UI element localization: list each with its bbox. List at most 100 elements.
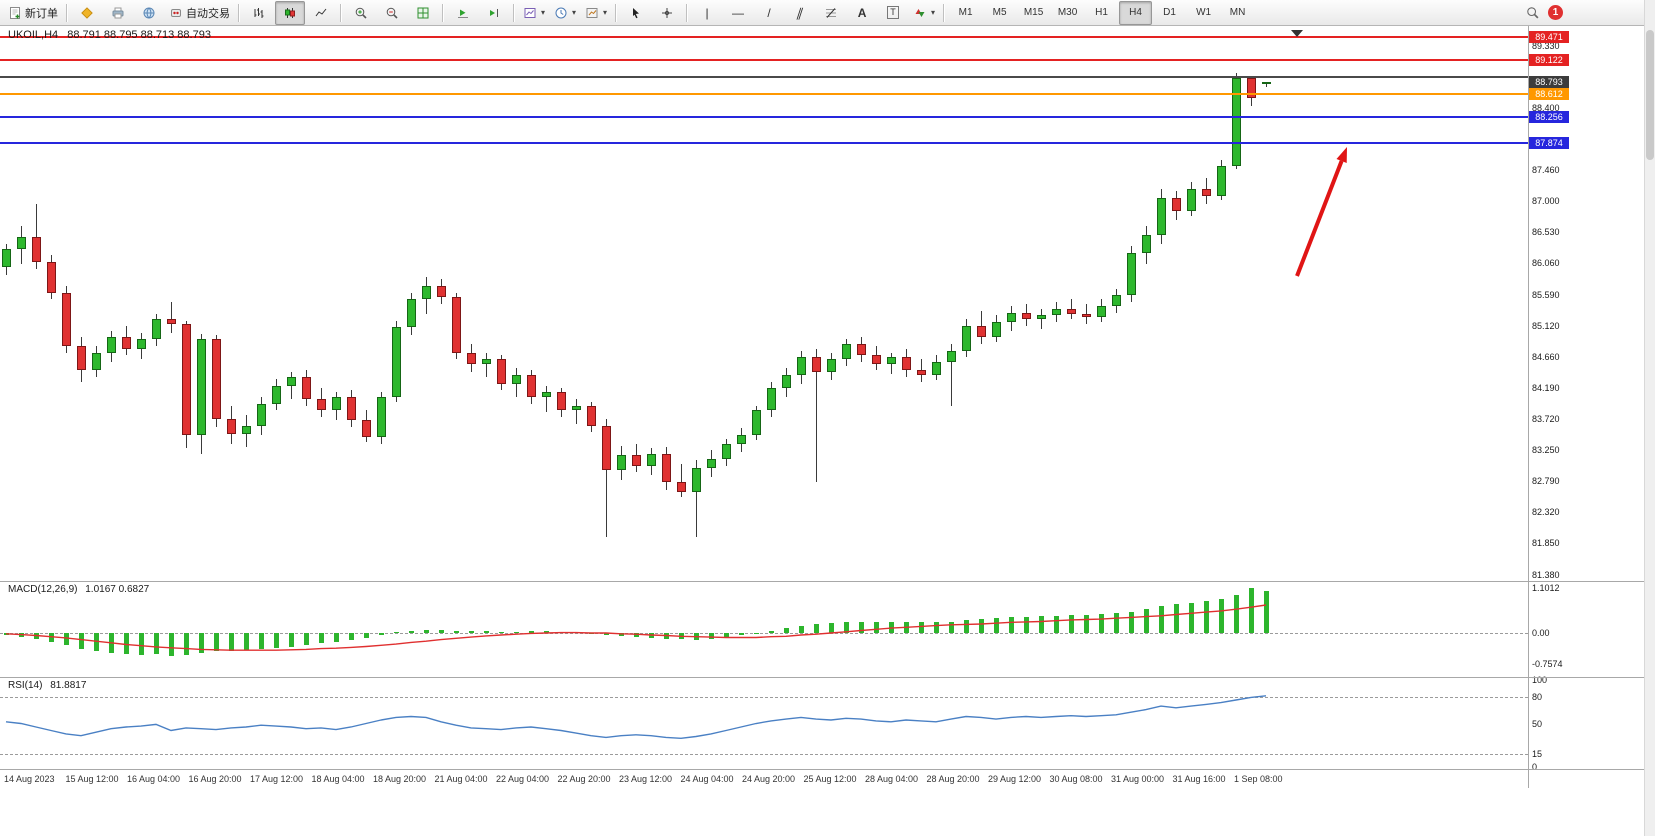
fibonacci-button[interactable] xyxy=(816,1,846,25)
candle-body xyxy=(47,262,56,293)
timeframe-button-m5[interactable]: M5 xyxy=(992,7,1007,18)
timeframe-button-h4[interactable]: H4 xyxy=(1119,0,1153,25)
chevron-down-icon: ▾ xyxy=(572,8,577,17)
horizontal-line-button[interactable]: — xyxy=(732,5,745,20)
macd-histogram-bar xyxy=(4,633,9,636)
equidistant-channel-button[interactable]: ∥ xyxy=(794,5,806,20)
chart-shift-marker[interactable] xyxy=(1291,30,1303,37)
horizontal-line[interactable] xyxy=(0,58,1528,61)
panel-separator-rsi[interactable] xyxy=(0,677,1655,678)
notifications-badge[interactable]: 1 xyxy=(1548,5,1563,20)
timeframe-button-m30[interactable]: M30 xyxy=(1057,7,1078,18)
macd-histogram-bar xyxy=(979,619,984,633)
macd-histogram-bar xyxy=(1069,615,1074,633)
horizontal-line[interactable] xyxy=(0,35,1528,38)
macd-histogram-bar xyxy=(829,623,834,633)
crosshair-button[interactable] xyxy=(652,1,682,25)
candle-body xyxy=(512,375,521,384)
period-button[interactable]: ▾ xyxy=(550,1,580,25)
search-icon xyxy=(1526,7,1538,19)
zoom-in-button[interactable] xyxy=(346,1,376,25)
macd-histogram-bar xyxy=(574,632,579,634)
candle-body xyxy=(2,248,11,268)
candle-body xyxy=(1067,308,1076,314)
zoom-out-button[interactable] xyxy=(377,1,407,25)
metaeditor-button[interactable] xyxy=(72,1,102,25)
candle-body xyxy=(677,481,686,493)
chevron-down-icon: ▾ xyxy=(931,8,936,17)
price-tag: 87.874 xyxy=(1529,136,1569,149)
timeframe-button-w1[interactable]: W1 xyxy=(1196,7,1212,18)
auto-scroll-button[interactable] xyxy=(448,1,478,25)
candle-body xyxy=(62,292,71,346)
arrows-button[interactable]: ▾ xyxy=(909,1,939,25)
time-axis-label: 31 Aug 00:00 xyxy=(1111,774,1165,784)
macd-histogram-bar xyxy=(1234,595,1239,633)
macd-histogram-bar xyxy=(1219,598,1224,633)
candle-body xyxy=(587,405,596,426)
candle-body xyxy=(437,286,446,298)
candle-body xyxy=(122,337,131,349)
timeframe-button-h1[interactable]: H1 xyxy=(1095,7,1108,18)
autotrading-button[interactable]: 自动交易 xyxy=(165,1,234,25)
macd-histogram-bar xyxy=(1249,587,1254,633)
chart-shift-button[interactable] xyxy=(479,1,509,25)
horizontal-line[interactable] xyxy=(0,141,1528,144)
rsi-axis-label: 0 xyxy=(1532,762,1538,772)
bar-chart-button[interactable] xyxy=(244,1,274,25)
candle-body xyxy=(1217,166,1226,196)
timeframe-button-m1[interactable]: M1 xyxy=(958,7,973,18)
time-axis-label: 28 Aug 20:00 xyxy=(926,774,980,784)
tile-windows-button[interactable] xyxy=(408,1,438,25)
clock-icon xyxy=(555,7,567,18)
horizontal-line[interactable] xyxy=(0,76,1528,79)
search-button[interactable] xyxy=(1517,1,1547,25)
trendline-button[interactable]: / xyxy=(767,5,771,20)
scrollbar-thumb[interactable] xyxy=(1646,30,1654,160)
candle-body xyxy=(212,339,221,420)
line-chart-button[interactable] xyxy=(306,1,336,25)
cursor-button[interactable] xyxy=(621,1,651,25)
candle-body xyxy=(302,377,311,400)
text-label-button[interactable]: T xyxy=(878,1,908,25)
timeframe-button-m15[interactable]: M15 xyxy=(1023,7,1044,18)
macd-histogram-bar xyxy=(244,633,249,651)
candle-body xyxy=(1052,308,1061,316)
price-axis-label: 81.380 xyxy=(1532,569,1560,580)
macd-histogram-bar xyxy=(1024,616,1029,633)
new-order-button[interactable]: 新订单 xyxy=(4,1,62,25)
new-chart-button[interactable]: ▾ xyxy=(519,1,549,25)
candle-wick xyxy=(171,301,172,333)
vertical-scrollbar[interactable] xyxy=(1644,0,1655,836)
macd-histogram-bar xyxy=(229,633,234,652)
label-icon: T xyxy=(887,6,899,19)
macd-histogram-bar xyxy=(739,633,744,636)
chart-symbol-ohlc: UKOIL,H4 88.791 88.795 88.713 88.793 xyxy=(8,29,211,41)
candle-body xyxy=(527,375,536,398)
time-axis-label: 23 Aug 12:00 xyxy=(619,774,673,784)
candle-body xyxy=(542,392,551,398)
timeframe-button-d1[interactable]: D1 xyxy=(1163,7,1176,18)
chart-plot-area[interactable] xyxy=(0,26,1528,579)
print-button[interactable] xyxy=(103,1,133,25)
horizontal-line[interactable] xyxy=(0,116,1528,119)
timeframe-button-mn[interactable]: MN xyxy=(1229,7,1246,18)
template-button[interactable]: ▾ xyxy=(581,1,611,25)
crosshair-icon xyxy=(662,7,673,18)
macd-histogram-bar xyxy=(1159,606,1164,633)
horizontal-line[interactable] xyxy=(0,92,1528,95)
zoom-in-icon xyxy=(355,7,367,19)
candlestick-chart-button[interactable] xyxy=(275,0,305,25)
community-button[interactable] xyxy=(134,1,164,25)
vertical-line-button[interactable]: | xyxy=(705,5,709,20)
candle-body xyxy=(182,323,191,435)
text-button[interactable]: A xyxy=(857,5,867,20)
zoom-out-icon xyxy=(386,7,398,19)
macd-histogram-bar xyxy=(154,633,159,655)
macd-histogram-bar xyxy=(664,633,669,639)
panel-separator-macd[interactable] xyxy=(0,581,1655,582)
price-axis-label: 81.850 xyxy=(1532,538,1560,549)
macd-histogram-bar xyxy=(1189,602,1194,633)
candle-body xyxy=(107,337,116,353)
candle-body xyxy=(1157,197,1166,236)
